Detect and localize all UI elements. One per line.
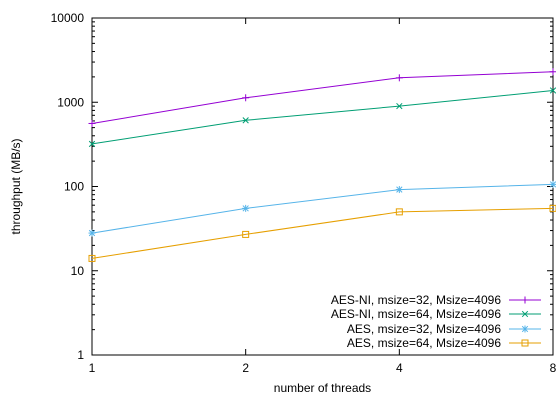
marker-part <box>521 310 529 318</box>
data-point <box>88 229 96 237</box>
data-point <box>88 119 96 127</box>
marker-part <box>549 181 556 188</box>
series-1 <box>88 68 556 127</box>
data-point <box>242 117 249 124</box>
data-point <box>88 140 96 148</box>
data-point <box>88 254 96 262</box>
marker-part <box>88 140 96 148</box>
data-point <box>549 204 556 212</box>
x-tick-label: 8 <box>550 361 556 375</box>
data-point <box>242 230 250 238</box>
data-point <box>242 94 250 102</box>
legend-marker <box>521 296 529 304</box>
legend-label: AES, msize=64, Msize=4096 <box>347 336 501 350</box>
y-tick-label: 1 <box>77 348 84 362</box>
data-point <box>549 68 556 76</box>
series-line <box>91 71 554 124</box>
y-tick-label: 10 <box>71 264 85 278</box>
marker-part <box>549 204 556 212</box>
data-point <box>549 180 556 188</box>
series-line <box>91 183 554 234</box>
marker-part <box>549 87 556 94</box>
legend-item: AES-NI, msize=64, Msize=4096 <box>331 307 541 321</box>
legend-marker <box>521 339 529 347</box>
y-tick-label: 100 <box>64 180 84 194</box>
marker-part <box>88 254 96 262</box>
data-point <box>395 208 403 216</box>
legend-item: AES, msize=64, Msize=4096 <box>347 336 541 350</box>
series-4 <box>88 204 556 262</box>
data-point <box>396 102 403 110</box>
data-point <box>395 186 403 194</box>
series-line <box>91 90 554 145</box>
marker-part <box>242 230 250 238</box>
data-point <box>242 204 250 212</box>
legend-item: AES-NI, msize=32, Msize=4096 <box>331 293 541 307</box>
series-line <box>91 207 554 259</box>
series-2 <box>88 87 556 148</box>
legend-label: AES-NI, msize=32, Msize=4096 <box>331 293 501 307</box>
marker-part <box>521 325 529 333</box>
y-tick-label: 10000 <box>51 11 85 25</box>
legend-marker <box>521 325 529 333</box>
x-tick-label: 4 <box>396 361 403 375</box>
legend-marker <box>521 310 529 318</box>
marker-part <box>242 205 249 212</box>
x-axis-label: number of threads <box>274 381 371 395</box>
marker-part <box>395 208 403 216</box>
legend-label: AES, msize=32, Msize=4096 <box>347 322 501 336</box>
legend-label: AES-NI, msize=64, Msize=4096 <box>331 307 501 321</box>
marker-part <box>396 102 403 110</box>
marker-part <box>242 117 249 124</box>
x-tick-label: 1 <box>89 361 96 375</box>
series-3 <box>88 180 556 237</box>
marker-part <box>521 339 529 347</box>
marker-part <box>396 186 403 193</box>
series-layer <box>88 68 556 262</box>
x-tick-label: 2 <box>242 361 249 375</box>
y-tick-label: 1000 <box>57 95 84 109</box>
data-point <box>549 87 556 94</box>
y-axis-label: throughput (MB/s) <box>9 138 23 234</box>
data-point <box>395 74 403 82</box>
legend-item: AES, msize=32, Msize=4096 <box>347 322 541 336</box>
marker-part <box>88 229 96 237</box>
